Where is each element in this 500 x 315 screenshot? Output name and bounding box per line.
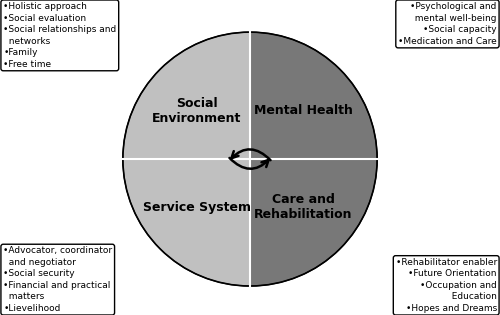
Text: Social
Environment: Social Environment bbox=[152, 97, 242, 125]
Text: •Holistic approach
•Social evaluation
•Social relationships and
  networks
•Fami: •Holistic approach •Social evaluation •S… bbox=[3, 2, 116, 68]
Text: •Advocator, coordinator
  and negotiator
•Social security
•Financial and practic: •Advocator, coordinator and negotiator •… bbox=[3, 246, 112, 313]
Polygon shape bbox=[123, 159, 250, 286]
Polygon shape bbox=[250, 159, 377, 286]
Polygon shape bbox=[250, 32, 377, 159]
Text: •Rehabilitator enabler
•Future Orientation
•Occupation and
  Education
•Hopes an: •Rehabilitator enabler •Future Orientati… bbox=[396, 258, 497, 313]
Text: Service System: Service System bbox=[142, 201, 250, 214]
Text: Mental Health: Mental Health bbox=[254, 104, 353, 117]
Polygon shape bbox=[123, 32, 250, 159]
Text: Care and
Rehabilitation: Care and Rehabilitation bbox=[254, 193, 352, 221]
Text: •Psychological and
  mental well-being
•Social capacity
•Medication and Care: •Psychological and mental well-being •So… bbox=[398, 2, 497, 46]
